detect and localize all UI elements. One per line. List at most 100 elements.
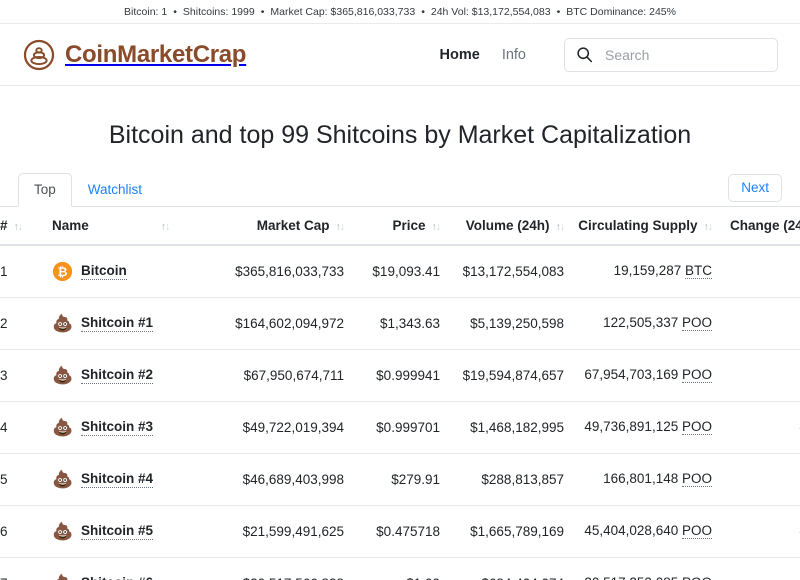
table-row[interactable]: 1 ₿ Bitcoin $365,816,033,733 $19,093.41 $13,1… <box>0 245 800 298</box>
cell-rank: 6 <box>0 505 52 558</box>
column-header-rank[interactable]: # ↑↓ <box>0 207 52 246</box>
coin-name-link[interactable]: Bitcoin <box>81 263 127 281</box>
cell-market-cap: $20,517,566,838 <box>204 557 344 580</box>
cell-price: $19,093.41 <box>344 245 440 298</box>
table-row[interactable]: 7💩 Shitcoin #6 $20,517,566,838$1.00$684,40… <box>0 557 800 580</box>
column-label-name: Name <box>52 218 89 233</box>
supply-amount: 67,954,703,169 <box>584 367 679 383</box>
cell-price: $0.475718 <box>344 505 440 558</box>
cell-name: 💩 Shitcoin #6 <box>52 557 204 580</box>
ticker-separator: • <box>260 5 265 18</box>
table-row[interactable]: 5 💩 Shitcoin #4 $46,689,403,998 $279.91 $288,… <box>0 453 800 506</box>
cell-rank: 5 <box>0 453 52 506</box>
global-ticker-bar: Bitcoin: 1 • Shitcoins: 1999 • Market Ca… <box>0 0 800 24</box>
cell-rank: 2 <box>0 297 52 350</box>
brand-name: CoinMarketCrap <box>65 40 247 68</box>
supply-symbol: POO <box>681 471 712 488</box>
ticker-separator: • <box>556 5 561 18</box>
cell-volume: $13,172,554,083 <box>440 245 564 298</box>
sort-arrows-supply[interactable]: ↑↓ <box>703 221 713 233</box>
table-row[interactable]: 2 💩 Shitcoin #1 $164,602,094,972 $1,343.63 $5… <box>0 297 800 350</box>
page-title: Bitcoin and top 99 Shitcoins by Market C… <box>108 121 692 149</box>
cell-change-24h: 2.22 <box>720 245 800 298</box>
svg-text:₿: ₿ <box>58 265 68 279</box>
poop-icon: 💩 <box>52 573 73 580</box>
nav-item-home[interactable]: Home <box>439 46 480 63</box>
sort-arrows-rank[interactable]: ↑↓ <box>13 221 23 233</box>
tab-bar: Top Watchlist Next <box>0 171 800 207</box>
ticker-item-4: BTC Dominance: 245% <box>566 5 676 18</box>
cell-circulating-supply: 67,954,703,169 POO <box>564 349 720 402</box>
supply-symbol: POO <box>681 367 712 384</box>
coin-name-link[interactable]: Shitcoin #1 <box>81 315 154 333</box>
cell-price: $0.999701 <box>344 401 440 454</box>
tab-top[interactable]: Top <box>18 172 72 207</box>
poop-icon: 💩 <box>52 314 74 333</box>
cell-market-cap: $365,816,033,733 <box>204 245 344 298</box>
cell-change-24h: -0.11 <box>720 349 800 402</box>
supply-amount: 122,505,337 <box>603 315 679 331</box>
ticker-separator: • <box>173 5 177 18</box>
coin-name-link[interactable]: Shitcoin #6 <box>81 575 153 580</box>
cell-market-cap: $67,950,674,711 <box>204 349 344 402</box>
site-header: CoinMarketCrap Home Info <box>0 24 800 86</box>
cell-rank: 4 <box>0 401 52 454</box>
cell-circulating-supply: 122,505,337 POO <box>564 297 720 350</box>
cell-circulating-supply: 20,517,253,085 POO <box>564 557 720 580</box>
column-header-name[interactable]: Name ↑↓ <box>52 207 204 246</box>
sort-arrows-volume[interactable]: ↑↓ <box>555 221 565 233</box>
search-box[interactable] <box>564 37 778 72</box>
coin-name-link[interactable]: Shitcoin #5 <box>81 523 154 541</box>
sort-arrows-price[interactable]: ↑↓ <box>431 221 441 233</box>
cell-name: ₿ Bitcoin <box>52 245 204 298</box>
search-icon <box>576 46 593 63</box>
poop-icon: 💩 <box>52 418 74 437</box>
cell-volume: $5,139,250,598 <box>440 297 564 350</box>
column-header-volume[interactable]: Volume (24h) ↑↓ <box>440 207 565 246</box>
cell-change-24h: -0.20 <box>720 401 800 454</box>
column-label-volume: Volume (24h) <box>465 218 550 233</box>
column-header-supply[interactable]: Circulating Supply ↑↓ <box>564 207 720 246</box>
column-label-price: Price <box>392 218 426 233</box>
ticker-item-1: Shitcoins: 1999 <box>182 5 255 18</box>
cell-price: $1.00 <box>344 557 440 580</box>
column-header-market-cap[interactable]: Market Cap ↑↓ <box>204 207 345 246</box>
supply-amount: 19,159,287 <box>613 263 682 279</box>
coins-table-container: # ↑↓ Name ↑↓ Market Cap ↑↓ Price ↑↓ Volume (… <box>0 207 800 580</box>
cell-rank: 7 <box>0 557 52 580</box>
next-page-button[interactable]: Next <box>728 173 782 202</box>
cell-rank: 3 <box>0 349 52 402</box>
ticker-item-2: Market Cap: $365,816,033,733 <box>270 5 416 18</box>
cell-name: 💩 Shitcoin #5 <box>52 505 204 558</box>
table-row[interactable]: 6 💩 Shitcoin #5 $21,599,491,625 $0.475718 $1,… <box>0 505 800 558</box>
nav-item-info[interactable]: Info <box>501 46 526 63</box>
cell-volume: $1,468,182,995 <box>440 401 564 454</box>
cell-change-24h: -1.58 <box>720 505 800 558</box>
cell-price: $0.999941 <box>344 349 440 402</box>
search-input[interactable] <box>603 45 766 64</box>
column-label-rank: # <box>0 218 8 233</box>
poop-icon: 💩 <box>52 470 74 489</box>
cell-change-24h: 3.52 <box>720 453 800 506</box>
column-header-price[interactable]: Price ↑↓ <box>344 207 441 246</box>
coins-table-body: 1 ₿ Bitcoin $365,816,033,733 $19,093.41 $13,1… <box>0 245 800 580</box>
poop-icon: 💩 <box>52 522 74 541</box>
column-header-change[interactable]: Change (24h)↑↓ <box>720 207 800 246</box>
table-row[interactable]: 3 💩 Shitcoin #2 $67,950,674,711 $0.999941 $19… <box>0 349 800 402</box>
sort-arrows-name[interactable]: ↑↓ <box>160 221 170 233</box>
supply-symbol: POO <box>681 575 712 580</box>
tab-watchlist[interactable]: Watchlist <box>87 181 143 197</box>
table-row[interactable]: 4 💩 Shitcoin #3 $49,722,019,394 $0.999701 $1,… <box>0 401 800 454</box>
column-label-market-cap: Market Cap <box>256 218 330 233</box>
sort-arrows-market-cap[interactable]: ↑↓ <box>335 221 345 233</box>
coin-name-link[interactable]: Shitcoin #3 <box>81 419 154 437</box>
brand-home-link[interactable]: CoinMarketCrap <box>22 38 246 72</box>
coin-name-link[interactable]: Shitcoin #2 <box>81 367 154 385</box>
ticker-separator: • <box>421 5 425 18</box>
cell-name: 💩 Shitcoin #4 <box>52 453 204 506</box>
supply-symbol: BTC <box>685 263 712 280</box>
supply-amount: 166,801,148 <box>603 471 679 487</box>
cell-name: 💩 Shitcoin #1 <box>52 297 204 350</box>
coin-name-link[interactable]: Shitcoin #4 <box>81 471 154 489</box>
